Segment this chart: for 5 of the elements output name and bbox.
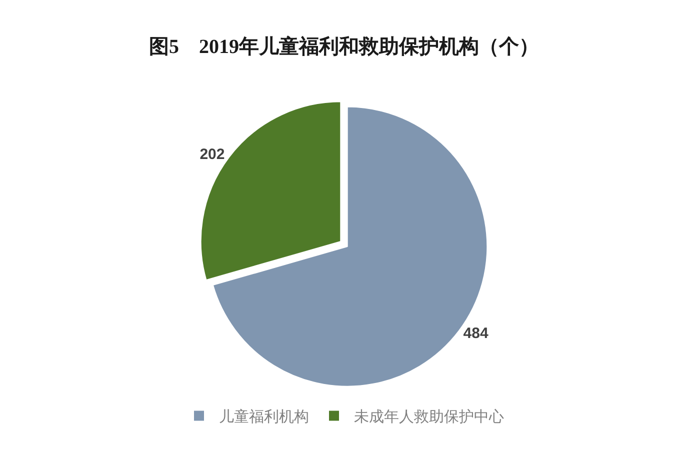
data-label: 484 (463, 325, 489, 342)
legend-label: 儿童福利机构 (219, 408, 309, 426)
chart-title: 图5 2019年儿童福利和救助保护机构（个） (149, 34, 539, 58)
data-label: 202 (200, 146, 225, 163)
legend-label: 未成年人救助保护中心 (354, 408, 504, 426)
